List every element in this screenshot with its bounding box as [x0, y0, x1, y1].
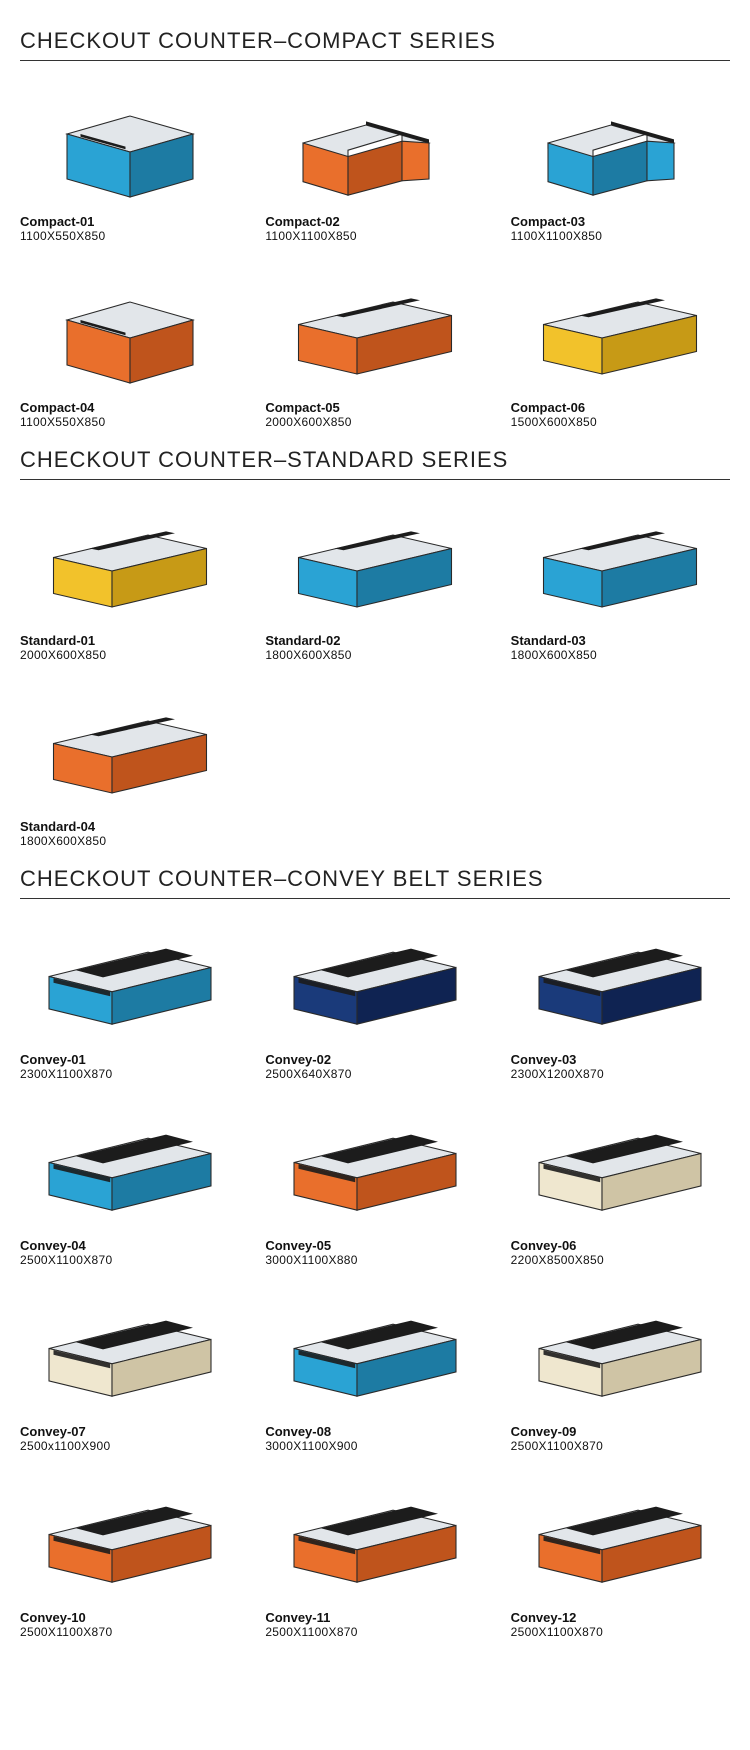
product-card: Compact-021100X1100X850 — [265, 75, 484, 243]
product-thumb — [511, 1285, 730, 1420]
section-title: CHECKOUT COUNTER–STANDARD SERIES — [20, 447, 730, 473]
product-thumb — [265, 75, 484, 210]
product-thumb — [20, 1285, 239, 1420]
product-name: Compact-03 — [511, 214, 730, 229]
product-card: Convey-053000X1100X880 — [265, 1099, 484, 1267]
product-dimensions: 2300X1100X870 — [20, 1067, 239, 1081]
product-card: Convey-122500X1100X870 — [511, 1471, 730, 1639]
product-thumb — [20, 680, 239, 815]
product-name: Compact-02 — [265, 214, 484, 229]
product-name: Convey-04 — [20, 1238, 239, 1253]
product-dimensions: 1100X550X850 — [20, 415, 239, 429]
product-dimensions: 2500X1100X870 — [265, 1625, 484, 1639]
product-dimensions: 1500X600X850 — [511, 415, 730, 429]
product-thumb — [511, 1099, 730, 1234]
product-card: Convey-092500X1100X870 — [511, 1285, 730, 1453]
product-name: Convey-05 — [265, 1238, 484, 1253]
product-dimensions: 1100X1100X850 — [511, 229, 730, 243]
product-thumb — [511, 75, 730, 210]
product-name: Convey-12 — [511, 1610, 730, 1625]
section-rule — [20, 898, 730, 899]
product-name: Standard-01 — [20, 633, 239, 648]
product-thumb — [20, 494, 239, 629]
product-name: Convey-03 — [511, 1052, 730, 1067]
product-name: Convey-11 — [265, 1610, 484, 1625]
product-thumb — [265, 494, 484, 629]
product-dimensions: 2500x1100X900 — [20, 1439, 239, 1453]
product-dimensions: 1100X1100X850 — [265, 229, 484, 243]
product-name: Convey-02 — [265, 1052, 484, 1067]
product-card: Compact-011100X550X850 — [20, 75, 239, 243]
product-dimensions: 1100X550X850 — [20, 229, 239, 243]
product-thumb — [511, 261, 730, 396]
product-thumb — [265, 913, 484, 1048]
product-thumb — [511, 494, 730, 629]
product-name: Convey-08 — [265, 1424, 484, 1439]
product-thumb — [265, 261, 484, 396]
product-thumb — [265, 1471, 484, 1606]
product-grid: Compact-011100X550X850 Compact-021100X11… — [20, 75, 730, 429]
product-dimensions: 1800X600X850 — [511, 648, 730, 662]
product-dimensions: 2500X1100X870 — [20, 1253, 239, 1267]
product-grid: Convey-012300X1100X870 Convey-022500X640… — [20, 913, 730, 1639]
product-dimensions: 2500X1100X870 — [20, 1625, 239, 1639]
product-thumb — [265, 1285, 484, 1420]
product-name: Compact-01 — [20, 214, 239, 229]
product-dimensions: 2000X600X850 — [265, 415, 484, 429]
product-card: Standard-041800X600X850 — [20, 680, 239, 848]
product-dimensions: 2500X1100X870 — [511, 1439, 730, 1453]
product-card: Standard-012000X600X850 — [20, 494, 239, 662]
product-dimensions: 2200X8500X850 — [511, 1253, 730, 1267]
section-rule — [20, 60, 730, 61]
product-card: Standard-021800X600X850 — [265, 494, 484, 662]
product-thumb — [511, 1471, 730, 1606]
product-thumb — [20, 261, 239, 396]
product-name: Standard-03 — [511, 633, 730, 648]
product-name: Compact-06 — [511, 400, 730, 415]
product-dimensions: 3000X1100X900 — [265, 1439, 484, 1453]
product-name: Convey-10 — [20, 1610, 239, 1625]
product-card: Compact-061500X600X850 — [511, 261, 730, 429]
product-dimensions: 2500X1100X870 — [511, 1625, 730, 1639]
product-card: Convey-072500x1100X900 — [20, 1285, 239, 1453]
product-card: Convey-022500X640X870 — [265, 913, 484, 1081]
product-card: Compact-052000X600X850 — [265, 261, 484, 429]
product-card: Convey-102500X1100X870 — [20, 1471, 239, 1639]
product-name: Convey-06 — [511, 1238, 730, 1253]
product-card: Convey-062200X8500X850 — [511, 1099, 730, 1267]
section-title: CHECKOUT COUNTER–CONVEY BELT SERIES — [20, 866, 730, 892]
product-name: Compact-04 — [20, 400, 239, 415]
section-rule — [20, 479, 730, 480]
product-grid: Standard-012000X600X850 Standard-021800X… — [20, 494, 730, 848]
product-name: Convey-07 — [20, 1424, 239, 1439]
product-thumb — [511, 913, 730, 1048]
product-card: Convey-032300X1200X870 — [511, 913, 730, 1081]
product-card: Convey-042500X1100X870 — [20, 1099, 239, 1267]
product-card: Convey-012300X1100X870 — [20, 913, 239, 1081]
product-card: Convey-083000X1100X900 — [265, 1285, 484, 1453]
product-name: Compact-05 — [265, 400, 484, 415]
product-dimensions: 1800X600X850 — [20, 834, 239, 848]
product-card: Compact-041100X550X850 — [20, 261, 239, 429]
section-title: CHECKOUT COUNTER–COMPACT SERIES — [20, 28, 730, 54]
product-thumb — [20, 913, 239, 1048]
product-dimensions: 2500X640X870 — [265, 1067, 484, 1081]
product-dimensions: 1800X600X850 — [265, 648, 484, 662]
product-card: Convey-112500X1100X870 — [265, 1471, 484, 1639]
product-name: Convey-09 — [511, 1424, 730, 1439]
product-dimensions: 2000X600X850 — [20, 648, 239, 662]
product-name: Convey-01 — [20, 1052, 239, 1067]
product-thumb — [20, 1099, 239, 1234]
product-thumb — [20, 75, 239, 210]
product-name: Standard-02 — [265, 633, 484, 648]
product-dimensions: 3000X1100X880 — [265, 1253, 484, 1267]
product-card: Compact-031100X1100X850 — [511, 75, 730, 243]
product-name: Standard-04 — [20, 819, 239, 834]
product-card: Standard-031800X600X850 — [511, 494, 730, 662]
product-dimensions: 2300X1200X870 — [511, 1067, 730, 1081]
product-thumb — [20, 1471, 239, 1606]
product-thumb — [265, 1099, 484, 1234]
